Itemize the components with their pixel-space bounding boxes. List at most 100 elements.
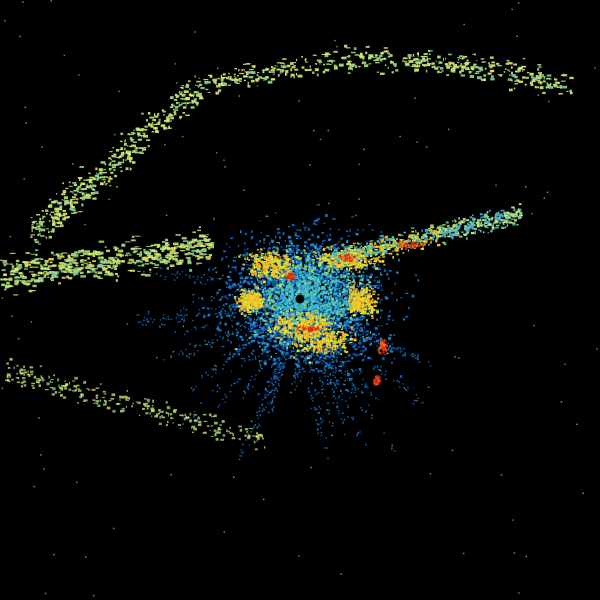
echo-pixel (293, 312, 295, 316)
echo-pixel (327, 364, 329, 366)
echo-pixel (404, 353, 407, 355)
echo-pixel (376, 285, 380, 287)
echo-pixel (288, 253, 293, 256)
echo-pixel (324, 283, 328, 286)
echo-pixel (241, 357, 243, 360)
echo-pixel (317, 278, 321, 281)
echo-pixel (336, 405, 338, 408)
echo-pixel (265, 346, 267, 348)
echo-pixel (379, 337, 383, 340)
echo-pixel (233, 256, 237, 259)
echo-pixel (312, 255, 314, 258)
echo-pixel (367, 404, 370, 406)
echo-pixel (315, 360, 319, 364)
echo-pixel (310, 353, 314, 355)
echo-pixel (258, 369, 260, 371)
echo-pixel (303, 359, 306, 362)
echo-pixel (317, 235, 320, 239)
echo-pixel (283, 295, 286, 298)
echo-pixel (194, 344, 196, 347)
echo-pixel (339, 348, 343, 352)
echo-pixel (275, 280, 278, 283)
echo-pixel (276, 314, 279, 316)
echo-pixel (228, 285, 232, 289)
echo-pixel (241, 324, 243, 326)
echo-pixel (325, 275, 328, 279)
echo-pixel (315, 307, 319, 309)
echo-pixel (361, 274, 365, 277)
echo-pixel (307, 280, 310, 284)
echo-pixel (299, 281, 302, 284)
echo-pixel (282, 332, 284, 334)
echo-pixel (233, 355, 235, 357)
echo-pixel (280, 301, 284, 304)
echo-pixel (323, 360, 325, 363)
echo-pixel (379, 301, 381, 304)
echo-pixel (281, 283, 284, 286)
echo-pixel (251, 236, 254, 239)
echo-pixel (302, 277, 304, 279)
echo-pixel (249, 314, 252, 316)
echo-pixel (272, 312, 275, 315)
echo-pixel (260, 307, 263, 310)
echo-pixel (253, 288, 255, 291)
echo-pixel (329, 227, 332, 231)
echo-pixel (416, 357, 419, 360)
echo-pixel (312, 248, 314, 252)
echo-pixel (352, 418, 354, 421)
echo-pixel (312, 274, 315, 277)
echo-pixel (334, 297, 338, 300)
echo-pixel (231, 356, 234, 358)
echo-pixel (253, 334, 256, 337)
echo-pixel (221, 398, 224, 401)
echo-pixel (326, 383, 328, 385)
echo-pixel (338, 287, 342, 290)
echo-pixel (360, 350, 362, 352)
echo-pixel (294, 233, 297, 237)
echo-pixel (249, 335, 253, 339)
echo-pixel (323, 342, 326, 344)
echo-pixel (260, 331, 262, 334)
echo-pixel (242, 281, 245, 284)
echo-pixel (219, 298, 222, 301)
echo-pixel (289, 330, 291, 332)
echo-pixel (282, 254, 285, 257)
echo-pixel (346, 373, 349, 376)
echo-pixel (332, 382, 335, 384)
echo-pixel (221, 295, 224, 298)
echo-pixel (314, 278, 317, 280)
echo-pixel (282, 232, 285, 235)
echo-pixel (336, 328, 339, 331)
echo-pixel (321, 385, 323, 387)
echo-pixel (200, 402, 202, 404)
echo-pixel (246, 268, 249, 271)
echo-pixel (264, 318, 266, 320)
echo-pixel (258, 220, 261, 222)
echo-pixel (245, 290, 248, 292)
echo-pixel (253, 325, 255, 328)
echo-pixel (356, 322, 360, 325)
echo-pixel (352, 369, 354, 373)
echo-pixel (272, 377, 275, 380)
echo-pixel (356, 229, 359, 231)
echo-pixel (287, 305, 289, 308)
echo-pixel (231, 325, 233, 328)
echo-pixel (417, 358, 419, 361)
echo-pixel (310, 356, 312, 359)
echo-pixel (216, 291, 219, 294)
echo-pixel (363, 284, 365, 287)
echo-pixel (370, 337, 373, 340)
echo-pixel (239, 325, 242, 327)
echo-pixel (405, 292, 409, 294)
echo-pixel (271, 280, 274, 284)
echo-pixel (304, 307, 308, 310)
echo-pixel (341, 371, 343, 374)
echo-pixel (285, 352, 287, 355)
echo-pixel (297, 359, 300, 362)
echo-pixel (281, 291, 284, 295)
echo-pixel (315, 295, 319, 297)
echo-pixel (266, 280, 270, 283)
echo-pixel (300, 252, 303, 254)
